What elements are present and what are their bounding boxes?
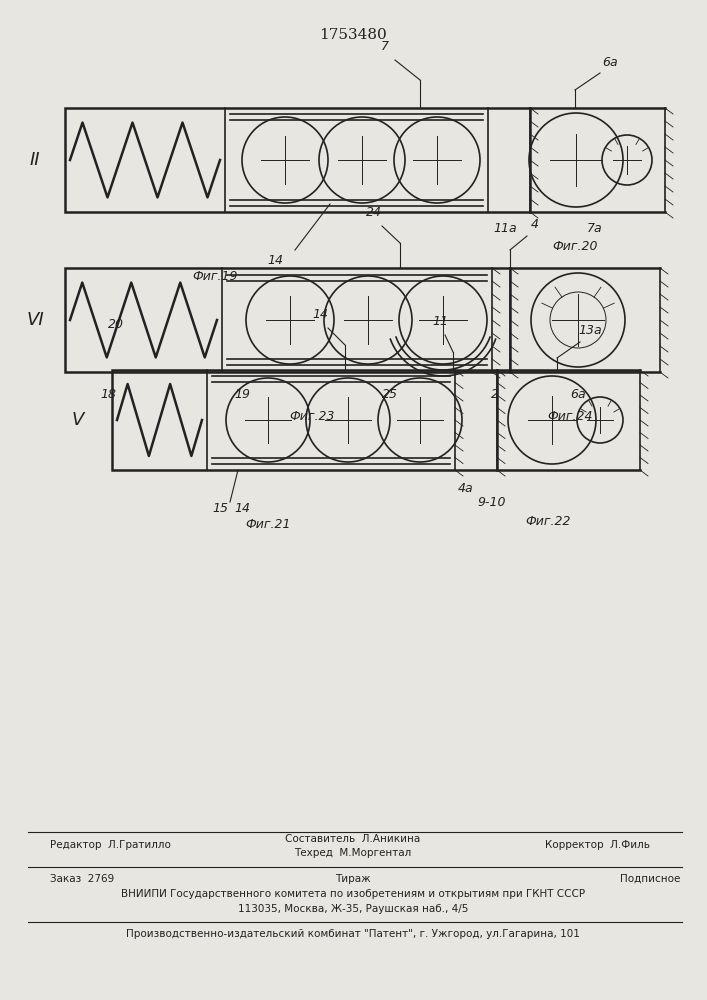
Text: Фиг.19: Фиг.19 <box>192 270 238 283</box>
Text: Фиг.22: Фиг.22 <box>525 515 571 528</box>
Text: Составитель  Л.Аникина: Составитель Л.Аникина <box>286 834 421 844</box>
Text: 7а: 7а <box>588 222 603 235</box>
Text: Подписное: Подписное <box>620 874 680 884</box>
Text: 4а: 4а <box>458 482 474 495</box>
Text: 7: 7 <box>381 40 389 53</box>
Text: VI: VI <box>26 311 44 329</box>
Text: 14: 14 <box>267 254 283 267</box>
Text: Тираж: Тираж <box>335 874 370 884</box>
Text: 14: 14 <box>312 308 328 321</box>
Text: V: V <box>72 411 84 429</box>
Text: 11: 11 <box>432 315 448 328</box>
Text: 18: 18 <box>100 388 116 401</box>
Text: 14: 14 <box>234 502 250 515</box>
Text: 4: 4 <box>531 218 539 231</box>
Text: Фиг.20: Фиг.20 <box>552 240 597 253</box>
Text: ВНИИПИ Государственного комитета по изобретениям и открытиям при ГКНТ СССР: ВНИИПИ Государственного комитета по изоб… <box>121 889 585 899</box>
Text: Производственно-издательский комбинат "Патент", г. Ужгород, ул.Гагарина, 101: Производственно-издательский комбинат "П… <box>126 929 580 939</box>
Bar <box>112 370 497 470</box>
Text: Фиг.24: Фиг.24 <box>547 410 592 423</box>
Text: 9-10: 9-10 <box>478 496 506 509</box>
Text: 11а: 11а <box>493 222 517 235</box>
Text: Редактор  Л.Гратилло: Редактор Л.Гратилло <box>50 840 171 850</box>
Text: 20: 20 <box>108 318 124 331</box>
Text: 6а: 6а <box>602 56 618 69</box>
Text: 13а: 13а <box>578 324 602 337</box>
Text: 2: 2 <box>491 388 499 401</box>
Text: Техред  М.Моргентал: Техред М.Моргентал <box>294 848 411 858</box>
Text: 15: 15 <box>212 502 228 515</box>
Text: 1753480: 1753480 <box>319 28 387 42</box>
Bar <box>65 108 530 212</box>
Text: 24: 24 <box>366 206 382 219</box>
Text: Фиг.21: Фиг.21 <box>245 518 291 531</box>
Text: 19: 19 <box>234 388 250 401</box>
Bar <box>65 268 510 372</box>
Text: II: II <box>30 151 40 169</box>
Text: 6а: 6а <box>570 388 586 401</box>
Text: Фиг.23: Фиг.23 <box>289 410 334 423</box>
Text: 113035, Москва, Ж-35, Раушская наб., 4/5: 113035, Москва, Ж-35, Раушская наб., 4/5 <box>238 904 468 914</box>
Text: Заказ  2769: Заказ 2769 <box>50 874 115 884</box>
Text: 25: 25 <box>382 388 398 401</box>
Text: Корректор  Л.Филь: Корректор Л.Филь <box>545 840 650 850</box>
